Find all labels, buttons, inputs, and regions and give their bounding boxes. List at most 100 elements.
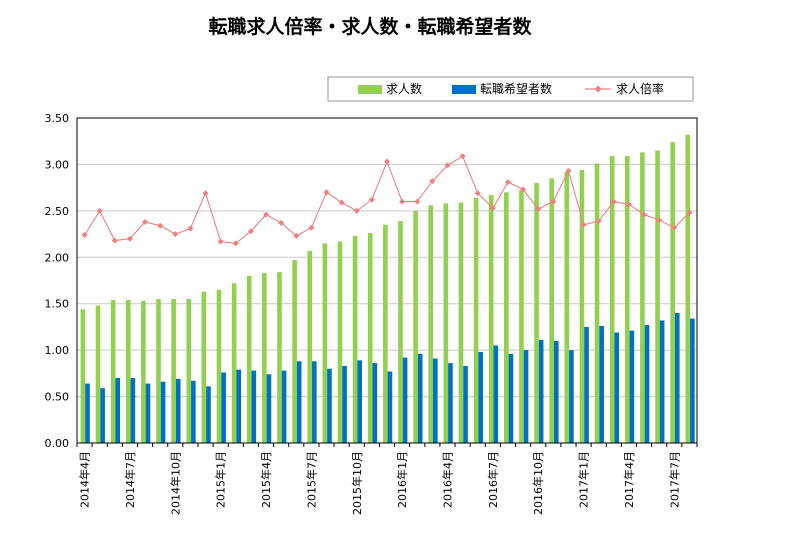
ratio-point bbox=[444, 162, 451, 169]
series-ratio-line bbox=[81, 153, 693, 247]
bar-applicants bbox=[266, 374, 272, 443]
bar-job-openings bbox=[352, 235, 358, 443]
ratio-point bbox=[656, 217, 663, 224]
ratio-point bbox=[671, 224, 678, 231]
plot-frame bbox=[76, 117, 698, 444]
bar-applicants bbox=[372, 363, 378, 443]
bar-applicants bbox=[175, 378, 181, 443]
bar-applicants bbox=[674, 313, 680, 443]
bar-applicants bbox=[221, 372, 226, 443]
bar-applicants bbox=[402, 357, 408, 443]
x-tick-label: 2017年1月 bbox=[577, 451, 591, 508]
ratio-point bbox=[504, 179, 511, 186]
ratio-point bbox=[263, 211, 270, 218]
y-tick-label: 2.50 bbox=[45, 205, 70, 218]
ratio-point bbox=[293, 232, 300, 239]
bar-job-openings bbox=[640, 152, 645, 443]
x-tick-label: 2016年4月 bbox=[440, 451, 454, 508]
y-tick-label: 3.50 bbox=[45, 112, 70, 125]
bar-job-openings bbox=[337, 241, 343, 443]
series-job-openings-bars bbox=[80, 134, 691, 444]
bar-applicants bbox=[599, 326, 604, 443]
bar-job-openings bbox=[473, 197, 479, 443]
x-tick-label: 2016年10月 bbox=[531, 451, 545, 515]
bar-applicants bbox=[115, 378, 121, 443]
legend-swatch-applicants bbox=[452, 85, 476, 94]
bar-applicants bbox=[327, 368, 332, 443]
ratio-point bbox=[580, 221, 587, 228]
y-axis-ticks: 0.00 0.50 1.00 1.50 2.00 2.50 3.00 3.50 bbox=[45, 112, 70, 450]
ratio-point bbox=[489, 205, 496, 212]
legend-box bbox=[327, 76, 694, 102]
bar-job-openings bbox=[367, 233, 373, 443]
bar-job-openings bbox=[655, 150, 660, 443]
ratio-point bbox=[232, 240, 239, 247]
x-tick-label: 2014年7月 bbox=[123, 451, 137, 508]
bar-job-openings bbox=[307, 250, 313, 443]
y-tick-label: 0.00 bbox=[45, 437, 70, 450]
ratio-point bbox=[308, 224, 315, 231]
bar-applicants bbox=[523, 350, 529, 443]
bar-applicants bbox=[342, 365, 347, 443]
chart-title: 転職求人倍率・求人数・転職希望者数 bbox=[208, 16, 532, 38]
ratio-point bbox=[520, 186, 527, 193]
bar-job-openings bbox=[564, 171, 570, 443]
bar-job-openings bbox=[231, 283, 237, 443]
bar-job-openings bbox=[685, 134, 691, 443]
ratio-point bbox=[187, 225, 194, 232]
ratio-point bbox=[459, 153, 466, 160]
bar-applicants bbox=[659, 320, 665, 443]
x-axis-ticks: 2014年4月 2014年7月 2014年10月 2015年1月 2015年4月 2015… bbox=[76, 443, 698, 515]
bar-job-openings bbox=[246, 275, 252, 443]
ratio-point bbox=[126, 235, 133, 242]
bar-job-openings bbox=[322, 243, 328, 443]
bar-applicants bbox=[644, 325, 650, 443]
ratio-point bbox=[474, 190, 481, 197]
x-tick-label: 2017年4月 bbox=[622, 451, 636, 508]
y-tick-label: 3.00 bbox=[45, 158, 70, 171]
legend-marker-ratio bbox=[594, 85, 602, 93]
bar-job-openings bbox=[262, 273, 267, 443]
ratio-point bbox=[414, 198, 421, 205]
bar-job-openings bbox=[443, 203, 449, 443]
y-tick-label: 1.50 bbox=[45, 298, 70, 311]
bar-job-openings bbox=[398, 221, 403, 443]
bar-job-openings bbox=[670, 142, 675, 443]
bar-applicants bbox=[387, 371, 393, 443]
bar-applicants bbox=[463, 365, 468, 443]
ratio-point bbox=[157, 222, 164, 229]
y-tick-label: 0.50 bbox=[45, 391, 70, 404]
ratio-point bbox=[625, 201, 632, 208]
ratio-point bbox=[338, 199, 345, 206]
ratio-point bbox=[247, 228, 254, 235]
bar-job-openings bbox=[125, 300, 131, 443]
bar-job-openings bbox=[549, 178, 554, 443]
bar-applicants bbox=[296, 361, 302, 443]
ratio-point bbox=[278, 219, 285, 226]
bar-applicants bbox=[538, 339, 544, 443]
ratio-point bbox=[172, 231, 179, 238]
x-tick-label: 2017年7月 bbox=[667, 451, 681, 508]
bar-applicants bbox=[569, 350, 574, 443]
x-tick-label: 2015年10月 bbox=[350, 451, 364, 515]
legend-swatch-job-openings bbox=[358, 85, 382, 94]
bar-job-openings bbox=[519, 190, 524, 443]
ratio-point bbox=[353, 207, 360, 214]
bar-job-openings bbox=[186, 299, 192, 443]
bar-job-openings bbox=[156, 299, 161, 443]
bar-applicants bbox=[281, 370, 287, 443]
ratio-point bbox=[142, 219, 149, 225]
bar-job-openings bbox=[413, 210, 418, 443]
bar-job-openings bbox=[277, 272, 282, 443]
bar-applicants bbox=[493, 345, 499, 443]
bar-applicants bbox=[357, 360, 362, 443]
ratio-point bbox=[202, 190, 209, 197]
ratio-point bbox=[565, 167, 572, 174]
ratio-point bbox=[81, 232, 88, 238]
ratio-point bbox=[96, 207, 103, 214]
legend: 求人数 転職希望者数 求人倍率 bbox=[327, 76, 694, 102]
ratio-point bbox=[323, 189, 330, 196]
bar-applicants bbox=[85, 383, 90, 443]
bar-applicants bbox=[508, 353, 514, 443]
bar-job-openings bbox=[292, 260, 297, 443]
